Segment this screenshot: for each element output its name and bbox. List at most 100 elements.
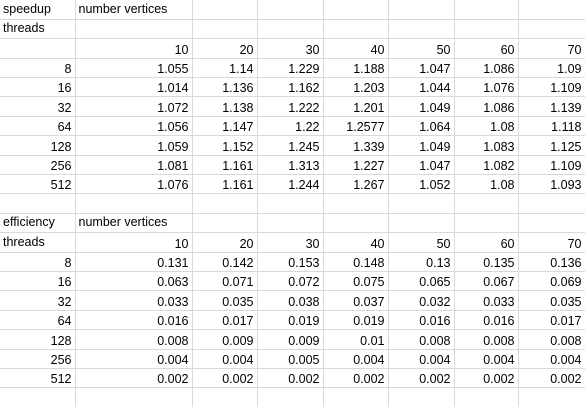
- speedup-value-cell[interactable]: 1.136: [192, 77, 258, 98]
- efficiency-threads-cell[interactable]: 16: [0, 271, 76, 292]
- efficiency-value-cell[interactable]: 0.002: [257, 368, 324, 389]
- empty-cell[interactable]: [323, 387, 389, 408]
- efficiency-value-cell[interactable]: 0.004: [75, 349, 193, 369]
- speedup-value-cell[interactable]: 1.08: [454, 174, 519, 195]
- empty-cell[interactable]: [454, 213, 519, 234]
- efficiency-value-cell[interactable]: 0.142: [192, 252, 258, 272]
- efficiency-vertex-count-cell[interactable]: 40: [323, 232, 389, 253]
- speedup-vertex-count-cell[interactable]: 50: [388, 38, 455, 59]
- efficiency-value-cell[interactable]: 0.004: [192, 349, 258, 369]
- efficiency-value-cell[interactable]: 0.032: [388, 290, 455, 311]
- efficiency-value-cell[interactable]: 0.135: [454, 252, 519, 272]
- efficiency-value-cell[interactable]: 0.13: [388, 252, 455, 272]
- speedup-value-cell[interactable]: 1.076: [75, 174, 193, 195]
- empty-cell[interactable]: [323, 213, 389, 234]
- speedup-value-cell[interactable]: 1.076: [454, 77, 519, 98]
- empty-cell[interactable]: [257, 19, 324, 40]
- speedup-threads-cell[interactable]: 512: [0, 174, 76, 195]
- efficiency-value-cell[interactable]: 0.069: [518, 271, 585, 292]
- efficiency-value-cell[interactable]: 0.136: [518, 252, 585, 272]
- speedup-vertex-count-cell[interactable]: 70: [518, 38, 585, 59]
- efficiency-vertex-count-cell[interactable]: 20: [192, 232, 258, 253]
- speedup-vertex-count-cell[interactable]: 10: [75, 38, 193, 59]
- efficiency-value-cell[interactable]: 0.019: [323, 310, 389, 331]
- speedup-value-cell[interactable]: 1.22: [257, 116, 324, 137]
- speedup-vertex-count-cell[interactable]: 30: [257, 38, 324, 59]
- speedup-value-cell[interactable]: 1.064: [388, 116, 455, 137]
- efficiency-value-cell[interactable]: 0.004: [454, 349, 519, 369]
- efficiency-value-cell[interactable]: 0.004: [388, 349, 455, 369]
- efficiency-vertex-count-cell[interactable]: 10: [75, 232, 193, 253]
- empty-cell[interactable]: [388, 193, 455, 214]
- empty-cell[interactable]: [388, 213, 455, 234]
- empty-cell[interactable]: [454, 19, 519, 40]
- efficiency-value-cell[interactable]: 0.035: [518, 290, 585, 311]
- speedup-value-cell[interactable]: 1.152: [192, 135, 258, 156]
- efficiency-value-cell[interactable]: 0.131: [75, 252, 193, 272]
- empty-cell[interactable]: [518, 193, 585, 214]
- empty-cell[interactable]: [0, 193, 76, 214]
- efficiency-value-cell[interactable]: 0.008: [518, 329, 585, 350]
- empty-cell[interactable]: [75, 19, 193, 40]
- efficiency-vertex-count-cell[interactable]: 30: [257, 232, 324, 253]
- efficiency-threads-cell[interactable]: 512: [0, 368, 76, 389]
- efficiency-value-cell[interactable]: 0.004: [518, 349, 585, 369]
- speedup-label-cell[interactable]: speedup: [0, 0, 76, 20]
- empty-cell[interactable]: [257, 0, 324, 20]
- empty-cell[interactable]: [518, 19, 585, 40]
- empty-cell[interactable]: [192, 19, 258, 40]
- speedup-threads-cell[interactable]: 64: [0, 116, 76, 137]
- speedup-value-cell[interactable]: 1.081: [75, 155, 193, 176]
- empty-cell[interactable]: [388, 19, 455, 40]
- efficiency-threads-label-cell[interactable]: threads: [0, 232, 76, 253]
- speedup-threads-cell[interactable]: 32: [0, 96, 76, 117]
- efficiency-value-cell[interactable]: 0.009: [192, 329, 258, 350]
- empty-cell[interactable]: [518, 0, 585, 20]
- efficiency-value-cell[interactable]: 0.063: [75, 271, 193, 292]
- efficiency-value-cell[interactable]: 0.002: [323, 368, 389, 389]
- efficiency-value-cell[interactable]: 0.065: [388, 271, 455, 292]
- speedup-value-cell[interactable]: 1.109: [518, 155, 585, 176]
- efficiency-threads-cell[interactable]: 256: [0, 349, 76, 369]
- speedup-threads-cell[interactable]: 256: [0, 155, 76, 176]
- speedup-value-cell[interactable]: 1.267: [323, 174, 389, 195]
- empty-cell[interactable]: [192, 193, 258, 214]
- empty-cell[interactable]: [257, 213, 324, 234]
- efficiency-value-cell[interactable]: 0.016: [454, 310, 519, 331]
- speedup-value-cell[interactable]: 1.161: [192, 155, 258, 176]
- speedup-value-cell[interactable]: 1.229: [257, 58, 324, 79]
- empty-cell[interactable]: [75, 193, 193, 214]
- speedup-threads-cell[interactable]: 8: [0, 58, 76, 79]
- speedup-value-cell[interactable]: 1.162: [257, 77, 324, 98]
- efficiency-value-cell[interactable]: 0.002: [454, 368, 519, 389]
- empty-cell[interactable]: [75, 387, 193, 408]
- efficiency-threads-cell[interactable]: 64: [0, 310, 76, 331]
- efficiency-value-cell[interactable]: 0.016: [75, 310, 193, 331]
- efficiency-vertices-label-cell[interactable]: number vertices: [75, 213, 193, 234]
- efficiency-value-cell[interactable]: 0.033: [75, 290, 193, 311]
- empty-cell[interactable]: [388, 387, 455, 408]
- speedup-value-cell[interactable]: 1.125: [518, 135, 585, 156]
- speedup-value-cell[interactable]: 1.339: [323, 135, 389, 156]
- speedup-value-cell[interactable]: 1.093: [518, 174, 585, 195]
- speedup-value-cell[interactable]: 1.083: [454, 135, 519, 156]
- speedup-value-cell[interactable]: 1.161: [192, 174, 258, 195]
- empty-cell[interactable]: [454, 387, 519, 408]
- efficiency-value-cell[interactable]: 0.019: [257, 310, 324, 331]
- empty-cell[interactable]: [0, 38, 76, 59]
- efficiency-value-cell[interactable]: 0.148: [323, 252, 389, 272]
- empty-cell[interactable]: [0, 387, 76, 408]
- efficiency-threads-cell[interactable]: 8: [0, 252, 76, 272]
- speedup-value-cell[interactable]: 1.138: [192, 96, 258, 117]
- efficiency-value-cell[interactable]: 0.035: [192, 290, 258, 311]
- speedup-value-cell[interactable]: 1.201: [323, 96, 389, 117]
- efficiency-value-cell[interactable]: 0.008: [388, 329, 455, 350]
- efficiency-value-cell[interactable]: 0.01: [323, 329, 389, 350]
- speedup-vertex-count-cell[interactable]: 60: [454, 38, 519, 59]
- empty-cell[interactable]: [518, 213, 585, 234]
- speedup-value-cell[interactable]: 1.049: [388, 96, 455, 117]
- empty-cell[interactable]: [323, 0, 389, 20]
- speedup-threads-label-cell[interactable]: threads: [0, 19, 76, 40]
- empty-cell[interactable]: [257, 193, 324, 214]
- speedup-value-cell[interactable]: 1.222: [257, 96, 324, 117]
